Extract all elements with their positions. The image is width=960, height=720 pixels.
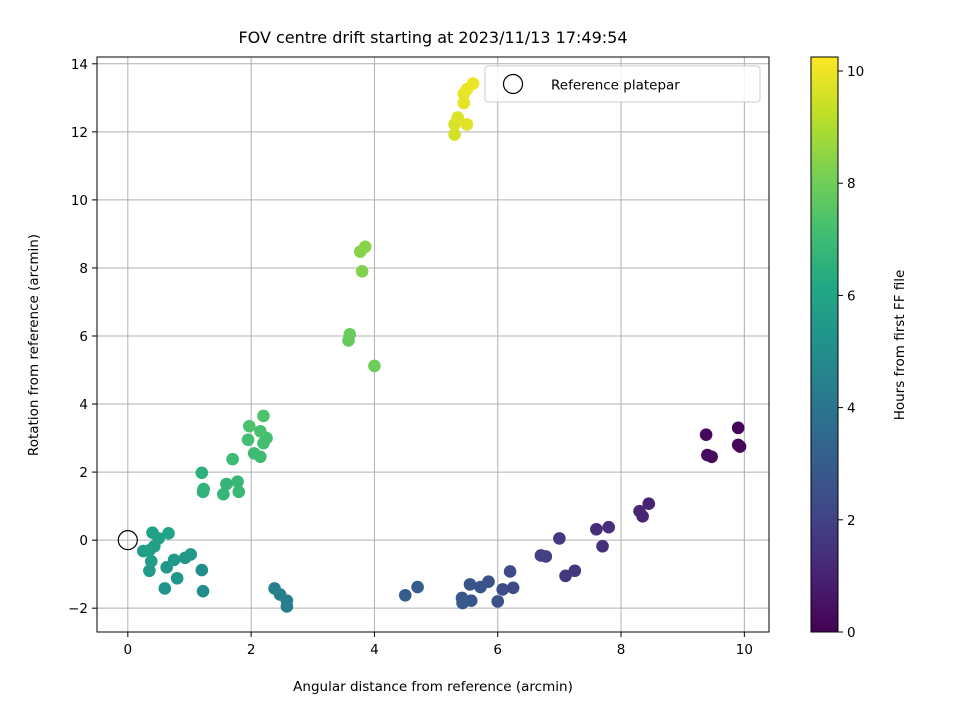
colorbar-tick-label: 0: [847, 625, 856, 641]
legend-box: [484, 65, 761, 103]
y-tick-label: 0: [79, 533, 88, 549]
chart-title: FOV centre drift starting at 2023/11/13 …: [238, 28, 627, 47]
y-tick-label: 6: [79, 329, 88, 345]
data-point: [474, 580, 487, 594]
data-point: [699, 428, 713, 441]
data-point: [448, 128, 461, 141]
y-tick-label: 12: [71, 125, 88, 141]
x-tick-label: 10: [736, 642, 753, 658]
data-point: [220, 477, 233, 491]
y-tick-label: 8: [79, 261, 88, 277]
data-point: [226, 452, 239, 466]
y-tick-label: 4: [79, 397, 88, 413]
data-point: [368, 359, 381, 373]
colorbar-ticks: 0 2 4 6 8 10: [838, 64, 864, 641]
legend-reference-marker: [502, 73, 524, 95]
data-point: [196, 485, 210, 499]
data-point: [358, 240, 372, 254]
plot-frame: [96, 56, 770, 633]
data-point: [491, 595, 505, 608]
data-point: [254, 424, 267, 438]
data-point: [636, 510, 649, 523]
legend: Reference platepar: [484, 65, 761, 103]
data-point: [463, 578, 477, 591]
data-point: [232, 485, 246, 499]
data-point: [503, 565, 517, 578]
data-point: [539, 550, 553, 563]
colorbar-label: Hours from first FF file: [892, 270, 908, 421]
data-point: [170, 571, 184, 585]
data-point: [167, 553, 181, 567]
y-tick-label: 14: [71, 57, 88, 73]
data-point: [242, 419, 256, 433]
x-tick-label: 0: [124, 642, 133, 658]
y-axis-label: Rotation from reference (arcmin): [26, 234, 42, 456]
x-tick-label: 6: [493, 642, 502, 658]
data-point: [456, 596, 469, 610]
colorbar-tick-label: 4: [847, 401, 856, 417]
data-point: [460, 118, 474, 131]
data-point: [411, 580, 424, 594]
data-point: [466, 77, 480, 90]
data-point: [231, 475, 244, 488]
scatter-points: [117, 77, 747, 613]
x-tick-label: 8: [617, 642, 626, 658]
data-point: [451, 111, 464, 124]
data-point: [158, 582, 172, 595]
data-point: [268, 582, 281, 595]
data-point: [254, 450, 267, 464]
x-tick-label: 2: [247, 642, 256, 658]
reference-platepar-marker: [117, 530, 138, 551]
data-point: [162, 527, 175, 540]
data-point: [553, 532, 566, 545]
data-point: [241, 433, 255, 447]
data-point: [496, 583, 509, 596]
data-point: [355, 265, 369, 278]
colorbar-gradient: [810, 56, 839, 633]
data-point: [398, 588, 412, 602]
data-point: [457, 96, 471, 110]
y-tick-label: −2: [68, 601, 88, 617]
data-point: [568, 564, 582, 578]
colorbar-tick-label: 8: [847, 176, 856, 192]
grid: [97, 57, 769, 632]
data-point: [642, 497, 656, 511]
data-point: [602, 520, 616, 534]
data-point: [733, 440, 747, 453]
colorbar-tick-label: 2: [847, 513, 856, 529]
data-point: [196, 584, 210, 598]
data-point: [596, 539, 609, 553]
data-point: [731, 421, 745, 435]
data-point: [590, 522, 603, 536]
y-tick-label: 2: [79, 465, 88, 481]
data-point: [143, 564, 156, 578]
data-point: [146, 526, 159, 539]
axis-ticks: 0 2 4 6 8 10 −2 0 2 4 6 8 10 12 14: [68, 57, 753, 658]
x-axis-label: Angular distance from reference (arcmin): [293, 679, 573, 695]
data-point: [343, 327, 357, 341]
plot-border: [96, 56, 770, 633]
colorbar-tick-label: 6: [847, 288, 856, 304]
data-point: [506, 581, 520, 595]
colorbar: 0 2 4 6 8 10 Hours from first FF file: [810, 56, 908, 641]
data-point: [705, 450, 718, 464]
y-tick-label: 10: [71, 193, 88, 209]
data-point: [217, 487, 230, 501]
data-point: [559, 569, 572, 583]
colorbar-tick-label: 10: [847, 64, 864, 80]
x-tick-label: 4: [370, 642, 379, 658]
data-point: [144, 554, 158, 568]
data-point: [195, 563, 209, 577]
data-point: [195, 466, 209, 480]
data-point: [257, 409, 270, 423]
data-point: [184, 548, 198, 561]
legend-entry-reference-platepar: Reference platepar: [551, 78, 680, 94]
